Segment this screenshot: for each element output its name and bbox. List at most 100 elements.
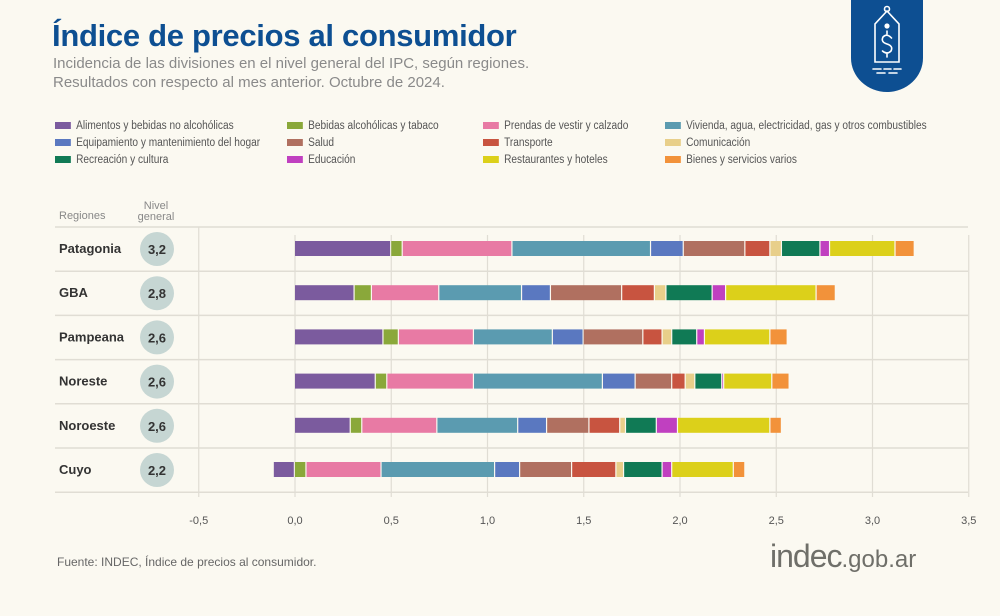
bar-segment bbox=[772, 373, 789, 389]
bar-segment bbox=[589, 417, 620, 433]
bar-segment bbox=[350, 417, 362, 433]
bar-segment bbox=[685, 373, 695, 389]
level-circle bbox=[140, 408, 174, 443]
bar-segment bbox=[552, 329, 583, 345]
bar-segment bbox=[474, 373, 602, 389]
region-label: Pampeana bbox=[59, 329, 125, 344]
bar-segment bbox=[306, 462, 381, 477]
legend-swatch bbox=[287, 139, 303, 147]
x-tick-label: 3,5 bbox=[961, 515, 976, 527]
bar-segment bbox=[583, 329, 643, 345]
page-title: Índice de precios al consumidor bbox=[52, 18, 517, 53]
level-circle bbox=[140, 232, 174, 266]
legend-swatch bbox=[665, 122, 681, 130]
level-value: 2,8 bbox=[148, 286, 166, 301]
bar-segment bbox=[651, 241, 683, 256]
region-label: GBA bbox=[59, 285, 89, 300]
header-level: Nivel bbox=[144, 200, 168, 212]
bar-segment bbox=[437, 417, 518, 433]
region-label: Noreste bbox=[59, 374, 107, 389]
indec-logo: indec.gob.ar bbox=[770, 538, 917, 574]
bar-segment bbox=[402, 241, 512, 256]
bar-segment bbox=[816, 285, 835, 301]
bar-segment bbox=[375, 373, 387, 389]
bar-segment bbox=[295, 462, 306, 477]
bar-segment bbox=[724, 373, 772, 389]
bar-segment bbox=[295, 285, 354, 301]
bar-segment bbox=[662, 329, 672, 345]
legend-item: Bebidas alcohólicas y tabaco bbox=[287, 120, 439, 132]
bar-segment bbox=[712, 285, 725, 301]
bar-segment bbox=[678, 417, 770, 433]
header-regions: Regiones bbox=[59, 210, 106, 222]
legend-item: Prendas de vestir y calzado bbox=[483, 120, 628, 132]
bar-segment bbox=[666, 285, 712, 301]
bar-segment bbox=[705, 329, 770, 345]
legend-item: Bienes y servicios varios bbox=[665, 154, 797, 166]
bar-segment bbox=[895, 241, 914, 256]
legend-swatch bbox=[55, 139, 71, 147]
level-value: 2,2 bbox=[148, 463, 166, 478]
legend-label: Bienes y servicios varios bbox=[686, 154, 797, 166]
bar-segment bbox=[354, 285, 371, 301]
region-label: Noroeste bbox=[59, 418, 115, 433]
x-tick-label: -0,5 bbox=[189, 515, 208, 527]
x-tick-label: 2,5 bbox=[769, 515, 784, 527]
subtitle-line-1: Incidencia de las divisiones en el nivel… bbox=[53, 55, 530, 72]
legend-label: Prendas de vestir y calzado bbox=[504, 120, 629, 132]
legend-item: Recreación y cultura bbox=[55, 154, 168, 166]
legend-label: Alimentos y bebidas no alcohólicas bbox=[76, 120, 234, 132]
level-value: 2,6 bbox=[148, 330, 166, 345]
legend-swatch bbox=[287, 122, 303, 130]
bar-segment bbox=[733, 462, 745, 477]
bar-segment bbox=[383, 329, 398, 345]
bar-segment bbox=[512, 241, 650, 256]
bar-segment bbox=[547, 417, 589, 433]
legend-swatch bbox=[665, 139, 681, 147]
legend-label: Salud bbox=[308, 137, 335, 149]
bar-segment bbox=[626, 417, 656, 433]
bar-segment bbox=[672, 462, 733, 477]
subtitle-line-2: Resultados con respecto al mes anterior.… bbox=[53, 74, 445, 91]
bar-segment bbox=[770, 417, 781, 433]
legend-swatch bbox=[55, 156, 71, 164]
legend-label: Transporte bbox=[504, 137, 553, 149]
level-circle bbox=[140, 453, 174, 487]
bar-segment bbox=[520, 462, 571, 477]
bar-segment bbox=[683, 241, 745, 256]
legend-label: Bebidas alcohólicas y tabaco bbox=[308, 120, 439, 132]
bar-segment bbox=[745, 241, 770, 256]
bar-segment bbox=[722, 373, 724, 389]
bar-segment bbox=[770, 241, 781, 256]
bar-segment bbox=[295, 417, 350, 433]
bar-segment bbox=[387, 373, 473, 389]
bar-segment bbox=[398, 329, 473, 345]
legend-swatch bbox=[287, 156, 303, 164]
x-tick-label: 2,0 bbox=[672, 515, 687, 527]
legend-item: Alimentos y bebidas no alcohólicas bbox=[55, 120, 234, 132]
bar-segment bbox=[295, 373, 375, 389]
x-tick-label: 1,0 bbox=[480, 515, 495, 527]
price-tag-dollar-icon bbox=[851, 0, 923, 97]
bar-segment bbox=[830, 241, 895, 256]
bar-segment bbox=[656, 417, 677, 433]
bar-segment bbox=[372, 285, 439, 301]
legend-item: Educación bbox=[287, 154, 355, 166]
legend-item: Vivienda, agua, electricidad, gas y otro… bbox=[665, 120, 927, 132]
bar-segment bbox=[695, 373, 722, 389]
legend-swatch bbox=[483, 156, 499, 164]
legend-swatch bbox=[483, 139, 499, 147]
header-level: general bbox=[138, 211, 175, 223]
bar-segment bbox=[624, 462, 662, 477]
bar-segment bbox=[820, 241, 829, 256]
bar-segment bbox=[770, 329, 787, 345]
bar-segment bbox=[622, 285, 654, 301]
bar-segment bbox=[439, 285, 521, 301]
bar-segment bbox=[295, 329, 383, 345]
legend-swatch bbox=[55, 122, 71, 130]
level-value: 2,6 bbox=[148, 375, 166, 390]
bar-segment bbox=[273, 462, 294, 477]
legend-item: Equipamiento y mantenimiento del hogar bbox=[55, 137, 260, 149]
bar-segment bbox=[295, 241, 391, 256]
